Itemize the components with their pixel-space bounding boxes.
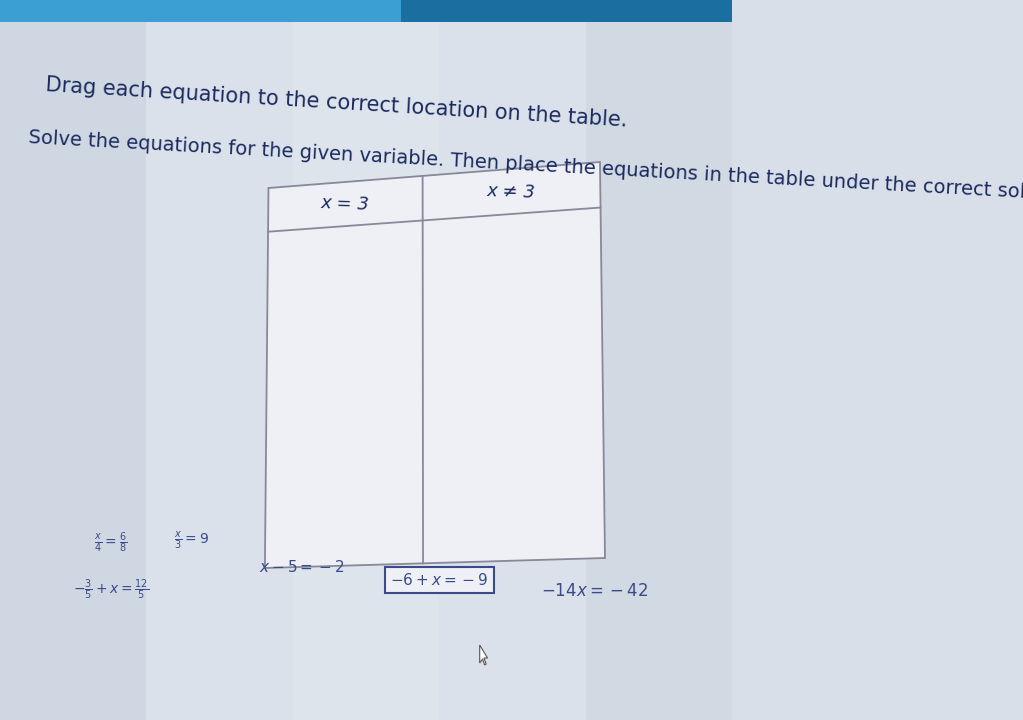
Text: x = 3: x = 3 bbox=[321, 194, 370, 214]
Text: x ≠ 3: x ≠ 3 bbox=[487, 181, 536, 202]
Text: Solve the equations for the given variable. Then place the equations in the tabl: Solve the equations for the given variab… bbox=[28, 128, 1023, 205]
Polygon shape bbox=[480, 645, 488, 665]
Bar bbox=[293, 22, 440, 720]
Bar bbox=[401, 0, 732, 22]
Bar bbox=[0, 22, 146, 720]
Bar bbox=[586, 22, 732, 720]
Text: $-\frac{3}{5} + x = \frac{12}{5}$: $-\frac{3}{5} + x = \frac{12}{5}$ bbox=[73, 578, 149, 602]
Bar bbox=[0, 0, 732, 22]
Bar bbox=[440, 22, 586, 720]
Text: $-6 + x = -9$: $-6 + x = -9$ bbox=[391, 572, 489, 588]
Polygon shape bbox=[265, 162, 605, 568]
Text: $\frac{x}{4} = \frac{6}{8}$: $\frac{x}{4} = \frac{6}{8}$ bbox=[94, 531, 128, 555]
Text: Drag each equation to the correct location on the table.: Drag each equation to the correct locati… bbox=[45, 75, 628, 130]
Text: $\frac{x}{3} = 9$: $\frac{x}{3} = 9$ bbox=[174, 529, 209, 551]
Text: $x - 5 = -2$: $x - 5 = -2$ bbox=[259, 559, 344, 575]
Text: $-14x = -42$: $-14x = -42$ bbox=[540, 582, 648, 600]
Bar bbox=[146, 22, 293, 720]
